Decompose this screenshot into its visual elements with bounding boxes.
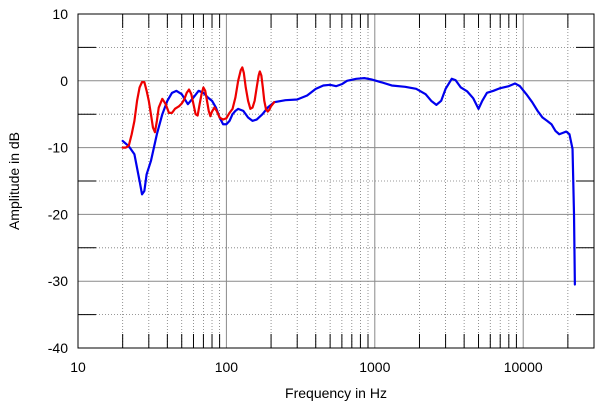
x-tick-labels: 10 100 1000 10000 bbox=[70, 359, 543, 375]
y-tick-label: -20 bbox=[48, 206, 68, 222]
axis-ticks bbox=[78, 14, 595, 348]
y-tick-labels: 10 0 -10 -20 -30 -40 bbox=[48, 6, 68, 356]
series-layer bbox=[121, 66, 576, 286]
minor-grid bbox=[78, 14, 595, 348]
x-tick-label: 1000 bbox=[359, 359, 390, 375]
y-tick-label: 0 bbox=[60, 73, 68, 89]
x-tick-label: 10 bbox=[70, 359, 86, 375]
plot-frame bbox=[77, 13, 595, 349]
y-axis-label: Amplitude in dB bbox=[6, 132, 22, 230]
y-tick-label: -30 bbox=[48, 273, 68, 289]
x-axis-label: Frequency in Hz bbox=[285, 385, 387, 401]
y-tick-label: -40 bbox=[48, 340, 68, 356]
series-line-2 bbox=[121, 66, 276, 149]
y-tick-label: 10 bbox=[52, 6, 68, 22]
series-line-1 bbox=[121, 77, 576, 286]
major-grid bbox=[78, 14, 594, 348]
y-tick-label: -10 bbox=[48, 140, 68, 156]
x-tick-label: 100 bbox=[215, 359, 239, 375]
x-tick-label: 10000 bbox=[504, 359, 543, 375]
